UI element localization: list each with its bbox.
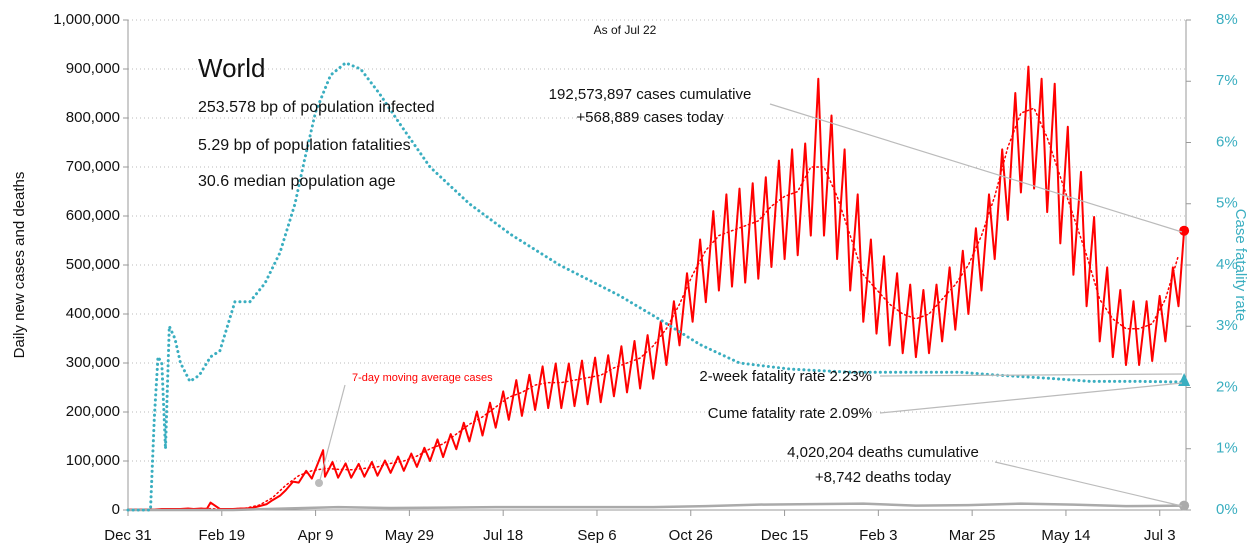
leader-line (879, 382, 1183, 414)
y-tick-label: 300,000 (66, 354, 120, 371)
x-tick-label: Feb 3 (859, 527, 897, 544)
y-tick-label: 0 (112, 501, 120, 518)
y2-tick-label: 3% (1216, 317, 1238, 334)
annotation: +568,889 cases today (576, 109, 724, 126)
annotation: Cume fatality rate 2.09% (708, 405, 872, 422)
y-tick-label: 100,000 (66, 452, 120, 469)
annotation: 4,020,204 deaths cumulative (787, 444, 979, 461)
x-tick-label: Dec 15 (761, 527, 809, 544)
y-axis-label: Daily new cases and deaths (11, 172, 28, 359)
y2-tick-label: 2% (1216, 378, 1238, 395)
y2-axis-label: Case fatality rate (1232, 209, 1249, 322)
end-marker (1179, 500, 1190, 511)
series-line (126, 61, 1186, 512)
y2-tick-label: 4% (1216, 256, 1238, 273)
end-marker (1179, 225, 1190, 236)
leader-lines (315, 103, 1183, 507)
info: 5.29 bp of population fatalities (198, 137, 411, 154)
y2-tick-label: 5% (1216, 195, 1238, 212)
y-tick-label: 700,000 (66, 158, 120, 175)
x-tick-label: May 29 (385, 527, 434, 544)
annotation: +8,742 deaths today (815, 469, 952, 486)
y-tick-label: 600,000 (66, 207, 120, 224)
info: 253.578 bp of population infected (198, 99, 435, 116)
x-tick-label: Apr 9 (298, 527, 334, 544)
y-tick-label: 500,000 (66, 256, 120, 273)
end-marker (1178, 372, 1191, 386)
x-tick-label: Sep 6 (577, 527, 616, 544)
subtitle: As of Jul 22 (594, 23, 657, 37)
series-line (127, 107, 1180, 511)
y-tick-label: 800,000 (66, 109, 120, 126)
series-line (128, 65, 1186, 511)
y2-tick-label: 8% (1216, 11, 1238, 28)
leader-dot (315, 479, 323, 487)
leader-line (879, 373, 1183, 377)
info: 30.6 median population age (198, 173, 396, 190)
series-line (128, 502, 1185, 512)
annotation: 192,573,897 cases cumulative (549, 86, 752, 103)
y2-tick-label: 7% (1216, 72, 1238, 89)
x-tick-label: Mar 25 (949, 527, 996, 544)
y2-tick-label: 1% (1216, 440, 1238, 457)
y-tick-label: 400,000 (66, 305, 120, 322)
leader-line (319, 384, 346, 481)
y2-tick-label: 6% (1216, 133, 1238, 150)
series-label: 7-day moving average cases (352, 372, 493, 384)
y-tick-label: 1,000,000 (53, 11, 120, 28)
x-tick-label: Jul 3 (1144, 527, 1176, 544)
y-tick-label: 900,000 (66, 60, 120, 77)
leader-line (769, 103, 1183, 233)
leader-line (994, 461, 1183, 507)
y2-tick-label: 0% (1216, 501, 1238, 518)
x-tick-label: Oct 26 (669, 527, 713, 544)
x-tick-label: Dec 31 (104, 527, 152, 544)
x-tick-label: Jul 18 (483, 527, 523, 544)
y-tick-label: 200,000 (66, 403, 120, 420)
plot: 0 100,000 200,000 300,000 400,000 500,000 600,… (53, 11, 1237, 544)
chart-title: World (198, 53, 265, 83)
x-tick-label: Feb 19 (198, 527, 245, 544)
x-tick-label: May 14 (1041, 527, 1090, 544)
annotation: 2-week fatality rate 2.23% (699, 368, 872, 385)
